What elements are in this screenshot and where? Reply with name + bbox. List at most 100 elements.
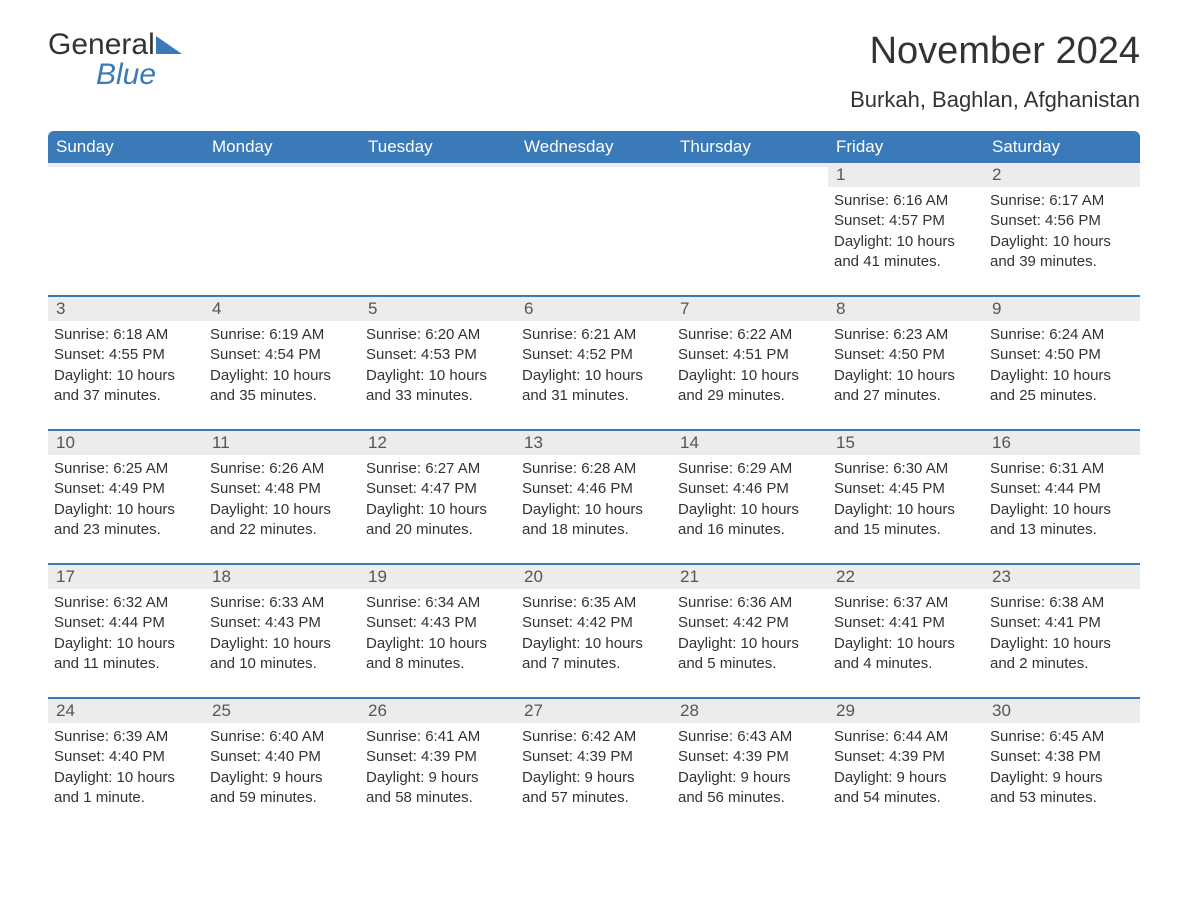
day-content: Sunrise: 6:17 AMSunset: 4:56 PMDaylight:… <box>990 187 1134 272</box>
weekday-header: Thursday <box>672 131 828 163</box>
week-row: 24Sunrise: 6:39 AMSunset: 4:40 PMDayligh… <box>48 697 1140 819</box>
day-number: 21 <box>680 567 699 586</box>
page-header: General Blue November 2024 Burkah, Baghl… <box>48 30 1140 113</box>
day-number: 7 <box>680 299 689 318</box>
sunrise-text: Sunrise: 6:42 AM <box>522 727 666 747</box>
day-number-row: 18 <box>204 565 360 589</box>
day-number: 24 <box>56 701 75 720</box>
day-number-row: 5 <box>360 297 516 321</box>
weekday-header: Saturday <box>984 131 1140 163</box>
daylight2-text: and 5 minutes. <box>678 654 822 674</box>
day-cell: 6 Sunrise: 6:21 AMSunset: 4:52 PMDaylight… <box>516 297 672 417</box>
daylight2-text: and 13 minutes. <box>990 520 1134 540</box>
day-number-row: 4 <box>204 297 360 321</box>
day-cell: 28 Sunrise: 6:43 AMSunset: 4:39 PMDayligh… <box>672 699 828 819</box>
sunset-text: Sunset: 4:44 PM <box>54 613 198 633</box>
daylight1-text: Daylight: 10 hours <box>990 366 1134 386</box>
week-row: 3Sunrise: 6:18 AMSunset: 4:55 PMDaylight… <box>48 295 1140 417</box>
day-content: Sunrise: 6:21 AMSunset: 4:52 PMDaylight:… <box>522 321 666 406</box>
daylight1-text: Daylight: 10 hours <box>990 232 1134 252</box>
daylight1-text: Daylight: 10 hours <box>834 366 978 386</box>
week-row: 17Sunrise: 6:32 AMSunset: 4:44 PMDayligh… <box>48 563 1140 685</box>
day-number-row: 21 <box>672 565 828 589</box>
day-number: 4 <box>212 299 221 318</box>
sunrise-text: Sunrise: 6:39 AM <box>54 727 198 747</box>
day-number-row: 23 <box>984 565 1140 589</box>
day-number-row: 3 <box>48 297 204 321</box>
sunset-text: Sunset: 4:43 PM <box>210 613 354 633</box>
daylight1-text: Daylight: 10 hours <box>54 634 198 654</box>
day-number: 6 <box>524 299 533 318</box>
daylight2-text: and 58 minutes. <box>366 788 510 808</box>
sunrise-text: Sunrise: 6:34 AM <box>366 593 510 613</box>
daylight2-text: and 18 minutes. <box>522 520 666 540</box>
location-text: Burkah, Baghlan, Afghanistan <box>850 87 1140 113</box>
day-number: 27 <box>524 701 543 720</box>
day-cell: 10Sunrise: 6:25 AMSunset: 4:49 PMDayligh… <box>48 431 204 551</box>
day-cell: 8Sunrise: 6:23 AMSunset: 4:50 PMDaylight… <box>828 297 984 417</box>
day-number: 22 <box>836 567 855 586</box>
day-number: 26 <box>368 701 387 720</box>
day-cell: 14 Sunrise: 6:29 AMSunset: 4:46 PMDayligh… <box>672 431 828 551</box>
day-number-row: 29 <box>828 699 984 723</box>
brand-logo: General Blue <box>48 30 182 90</box>
day-number-row <box>204 163 360 167</box>
day-cell <box>516 163 672 283</box>
daylight1-text: Daylight: 10 hours <box>366 634 510 654</box>
day-number-row: 30 <box>984 699 1140 723</box>
daylight1-text: Daylight: 10 hours <box>54 366 198 386</box>
day-number: 30 <box>992 701 1011 720</box>
sunrise-text: Sunrise: 6:19 AM <box>210 325 354 345</box>
brand-word1: General <box>48 28 155 61</box>
daylight1-text: Daylight: 10 hours <box>834 634 978 654</box>
daylight2-text: and 8 minutes. <box>366 654 510 674</box>
sunrise-text: Sunrise: 6:32 AM <box>54 593 198 613</box>
daylight1-text: Daylight: 10 hours <box>54 768 198 788</box>
day-content: Sunrise: 6:22 AMSunset: 4:51 PMDaylight:… <box>678 321 822 406</box>
daylight2-text: and 59 minutes. <box>210 788 354 808</box>
day-number: 28 <box>680 701 699 720</box>
daylight1-text: Daylight: 10 hours <box>522 500 666 520</box>
sunrise-text: Sunrise: 6:16 AM <box>834 191 978 211</box>
daylight2-text: and 7 minutes. <box>522 654 666 674</box>
day-content: Sunrise: 6:28 AMSunset: 4:46 PMDaylight:… <box>522 455 666 540</box>
day-cell: 26Sunrise: 6:41 AMSunset: 4:39 PMDayligh… <box>360 699 516 819</box>
day-content: Sunrise: 6:18 AMSunset: 4:55 PMDaylight:… <box>54 321 198 406</box>
day-content: Sunrise: 6:24 AMSunset: 4:50 PMDaylight:… <box>990 321 1134 406</box>
daylight2-text: and 16 minutes. <box>678 520 822 540</box>
day-number: 11 <box>212 433 230 452</box>
daylight2-text: and 31 minutes. <box>522 386 666 406</box>
sunset-text: Sunset: 4:53 PM <box>366 345 510 365</box>
sunrise-text: Sunrise: 6:21 AM <box>522 325 666 345</box>
daylight1-text: Daylight: 9 hours <box>834 768 978 788</box>
sunset-text: Sunset: 4:39 PM <box>366 747 510 767</box>
day-number: 29 <box>836 701 855 720</box>
day-number-row: 7 <box>672 297 828 321</box>
daylight1-text: Daylight: 10 hours <box>366 366 510 386</box>
day-content: Sunrise: 6:16 AMSunset: 4:57 PMDaylight:… <box>834 187 978 272</box>
sunset-text: Sunset: 4:46 PM <box>522 479 666 499</box>
day-cell: 18Sunrise: 6:33 AMSunset: 4:43 PMDayligh… <box>204 565 360 685</box>
day-number-row: 22 <box>828 565 984 589</box>
sunset-text: Sunset: 4:47 PM <box>366 479 510 499</box>
sunrise-text: Sunrise: 6:44 AM <box>834 727 978 747</box>
day-cell: 3Sunrise: 6:18 AMSunset: 4:55 PMDaylight… <box>48 297 204 417</box>
sunrise-text: Sunrise: 6:23 AM <box>834 325 978 345</box>
day-cell: 1Sunrise: 6:16 AMSunset: 4:57 PMDaylight… <box>828 163 984 283</box>
sunset-text: Sunset: 4:39 PM <box>522 747 666 767</box>
day-cell: 24Sunrise: 6:39 AMSunset: 4:40 PMDayligh… <box>48 699 204 819</box>
sunset-text: Sunset: 4:54 PM <box>210 345 354 365</box>
sunrise-text: Sunrise: 6:20 AM <box>366 325 510 345</box>
calendar: Sunday Monday Tuesday Wednesday Thursday… <box>48 131 1140 819</box>
day-content: Sunrise: 6:31 AMSunset: 4:44 PMDaylight:… <box>990 455 1134 540</box>
day-number: 2 <box>992 165 1001 184</box>
day-number: 14 <box>680 433 699 452</box>
day-content: Sunrise: 6:25 AMSunset: 4:49 PMDaylight:… <box>54 455 198 540</box>
day-content: Sunrise: 6:29 AMSunset: 4:46 PMDaylight:… <box>678 455 822 540</box>
day-number-row: 8 <box>828 297 984 321</box>
day-number-row: 1 <box>828 163 984 187</box>
day-content: Sunrise: 6:23 AMSunset: 4:50 PMDaylight:… <box>834 321 978 406</box>
day-content: Sunrise: 6:40 AMSunset: 4:40 PMDaylight:… <box>210 723 354 808</box>
day-content: Sunrise: 6:43 AMSunset: 4:39 PMDaylight:… <box>678 723 822 808</box>
daylight2-text: and 11 minutes. <box>54 654 198 674</box>
